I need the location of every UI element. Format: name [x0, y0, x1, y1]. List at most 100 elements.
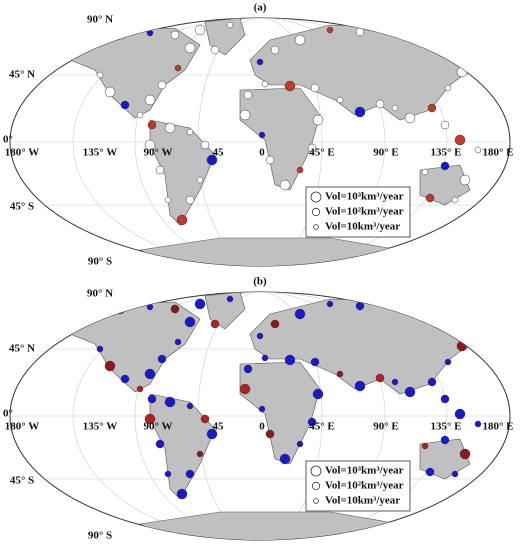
site-dot	[436, 305, 444, 313]
site-dot	[120, 374, 130, 384]
site-dot	[144, 368, 156, 380]
site-dot	[284, 354, 296, 366]
graticule-label: 90° E	[373, 147, 399, 159]
panel-label: (b)	[253, 276, 267, 288]
site-dot	[200, 414, 210, 424]
meridian	[72, 18, 448, 266]
site-dot	[270, 319, 280, 329]
site-dot	[404, 112, 416, 124]
site-dot	[391, 378, 399, 386]
site-dot	[170, 304, 180, 314]
site-dot	[270, 45, 280, 55]
site-dot	[144, 94, 156, 106]
site-dot	[459, 174, 471, 186]
graticule-label: 180° E	[483, 421, 514, 433]
site-dot	[174, 64, 182, 72]
site-dot	[164, 196, 172, 204]
site-dot	[243, 90, 253, 100]
graticule-label: 180° W	[5, 421, 39, 433]
site-dot	[265, 155, 275, 165]
site-dot	[85, 311, 95, 321]
map-panel: (b) 90° N 45° N 0°180° W 135° W 90° W 45 0 45° E…	[3, 276, 514, 542]
site-dot	[421, 168, 429, 176]
site-dot	[489, 189, 501, 201]
map-body	[10, 292, 510, 540]
site-dot	[476, 211, 484, 219]
graticule-label: 90° W	[144, 421, 173, 433]
site-dot	[296, 166, 304, 174]
site-dot	[144, 139, 156, 151]
site-dot	[440, 120, 450, 130]
graticule-label: 0	[259, 421, 265, 433]
site-dot	[96, 345, 104, 353]
graticule-label: 90° N	[87, 288, 113, 300]
site-dot	[174, 338, 182, 346]
site-dot	[185, 195, 195, 205]
legend-label: Vol=10km³/year	[325, 221, 400, 233]
site-dot	[155, 165, 165, 175]
legend-box	[305, 186, 411, 238]
site-dot	[436, 31, 444, 39]
site-dot	[155, 439, 165, 449]
site-dot	[186, 128, 194, 136]
map-panel: (a) 90° N 45° N 0°180° W 135° W 90° W 45 0 45° E…	[3, 2, 513, 268]
graticule-label: 0°	[3, 408, 13, 420]
site-dot	[312, 388, 324, 400]
legend-marker	[313, 224, 319, 230]
site-dot	[66, 320, 74, 328]
site-dot	[476, 485, 484, 493]
site-dot	[391, 104, 399, 112]
graticule-label: 135° W	[83, 421, 117, 433]
site-dot	[375, 99, 385, 109]
legend-marker	[311, 207, 321, 217]
meridian	[134, 292, 386, 540]
graticule-label: 90° S	[88, 530, 112, 542]
graticule-label: 90° W	[144, 147, 173, 159]
legend-label: Vol=10³km³/year	[325, 191, 404, 203]
site-dot	[164, 122, 176, 134]
site-dot	[489, 463, 501, 475]
graticule-label: 45° N	[9, 69, 35, 81]
site-dot	[176, 214, 188, 226]
site-dot	[176, 488, 188, 500]
site-dot	[239, 109, 251, 121]
site-dot	[66, 46, 74, 54]
legend-box	[305, 460, 411, 512]
site-dot	[261, 80, 269, 88]
site-dot	[261, 354, 269, 362]
site-dot	[440, 161, 450, 171]
graticule-label: 45° E	[309, 421, 335, 433]
site-dot	[451, 196, 459, 204]
site-dot	[427, 103, 437, 113]
site-dot	[157, 80, 167, 90]
site-dot	[465, 317, 475, 327]
site-dot	[294, 308, 306, 320]
site-dot	[440, 435, 450, 445]
site-dot	[164, 470, 172, 478]
site-dot	[184, 42, 196, 54]
site-dot	[444, 358, 452, 366]
graticule-label: 45	[213, 421, 225, 433]
site-dot	[394, 24, 406, 36]
site-dot	[170, 30, 180, 40]
graticule-label: 45° S	[10, 475, 34, 487]
site-dot	[474, 420, 482, 428]
site-dot	[258, 131, 266, 139]
meridian	[72, 292, 448, 540]
legend-marker	[313, 498, 319, 504]
site-dot	[104, 86, 116, 98]
legend-label: Vol=10²km³/year	[325, 206, 404, 218]
site-dot	[294, 34, 306, 46]
site-dot	[136, 385, 144, 393]
site-dot	[114, 303, 126, 315]
site-dot	[465, 43, 475, 53]
graticule-label: 180° W	[5, 147, 39, 159]
site-dot	[427, 377, 437, 387]
site-dot	[164, 396, 176, 408]
site-dot	[312, 114, 324, 126]
site-dot	[120, 100, 130, 110]
site-dot	[186, 402, 194, 410]
site-dot	[226, 295, 234, 303]
graticule-label: 90° E	[373, 421, 399, 433]
